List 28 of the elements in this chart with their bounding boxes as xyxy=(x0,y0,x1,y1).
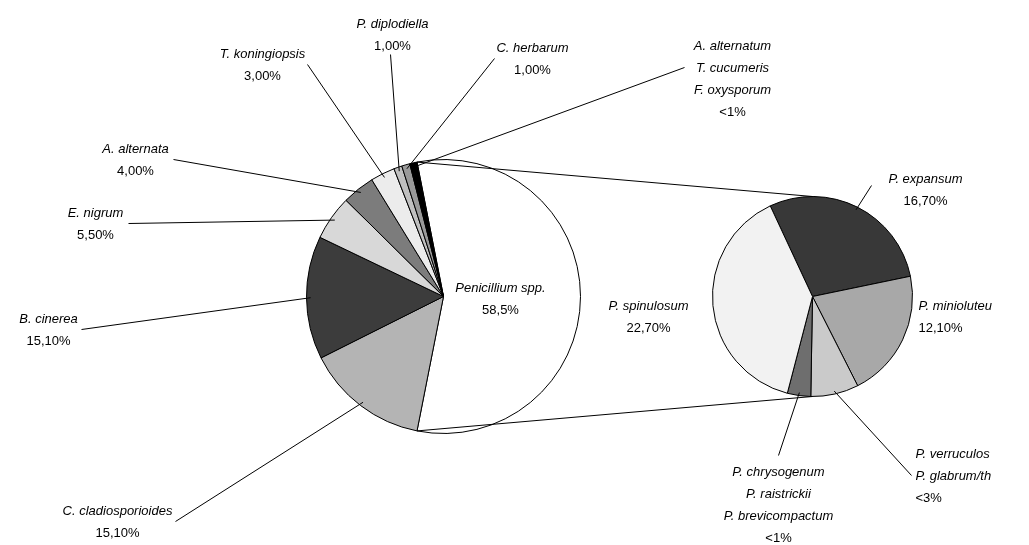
slice-label: P. chrysogenum P. raistrickii P. brevicompactum xyxy=(723,464,834,523)
data-label: <3% xyxy=(915,490,943,505)
slice-label: P. verruculos P. glabrum/th xyxy=(915,446,992,483)
data-label: <1% xyxy=(765,530,793,545)
data-label: 3,00% xyxy=(244,68,282,83)
slice-label: C. cladiosporioides xyxy=(62,503,173,518)
slice-label: A. alternata xyxy=(101,141,169,156)
data-label: 58,5% xyxy=(482,302,520,317)
slice-label: T. koningiopsis xyxy=(219,46,306,61)
slice-label: P. diplodiella xyxy=(356,16,429,31)
data-label: 1,00% xyxy=(514,62,552,77)
data-label: <1% xyxy=(719,104,747,119)
data-label: 22,70% xyxy=(626,320,671,335)
data-label: 15,10% xyxy=(26,333,71,348)
slice-label: C. herbarum xyxy=(496,40,569,55)
data-label: 16,70% xyxy=(903,193,948,208)
data-label: 1,00% xyxy=(374,38,412,53)
data-label: 15,10% xyxy=(95,525,140,540)
slice-label: P. spinulosum xyxy=(608,298,689,313)
slice-label: Penicillium spp. xyxy=(455,280,546,295)
slice-label: P. expansum xyxy=(888,171,963,186)
slice-label: A. alternatum T. cucumeris F. oxysporum xyxy=(692,38,772,97)
slice-label: E. nigrum xyxy=(67,205,124,220)
slice-label: B. cinerea xyxy=(19,311,78,326)
data-label: 12,10% xyxy=(918,320,964,335)
data-label: 4,00% xyxy=(117,163,155,178)
slice-label: P. minioluteu xyxy=(918,298,992,313)
data-label: 5,50% xyxy=(77,227,115,242)
